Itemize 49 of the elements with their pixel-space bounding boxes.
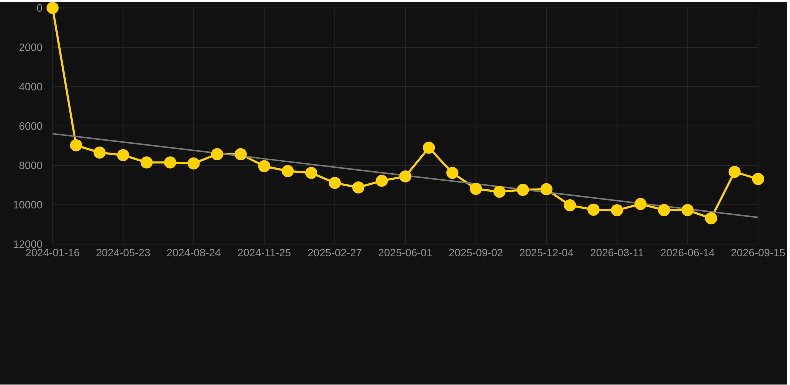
point xyxy=(188,158,200,170)
x-tick-label: 2026-03-11 xyxy=(591,249,644,257)
point xyxy=(540,183,553,196)
y-tick-label: 0 xyxy=(37,4,42,12)
point xyxy=(352,182,365,194)
y-tick-label: 2000 xyxy=(20,44,42,52)
point xyxy=(705,212,718,225)
x-tick-label: 2025-02-27 xyxy=(308,249,362,257)
point xyxy=(258,160,271,173)
y-tick-label: 4000 xyxy=(19,83,42,91)
point xyxy=(282,165,294,178)
point xyxy=(494,186,506,198)
point xyxy=(517,184,530,196)
point xyxy=(164,156,176,169)
point xyxy=(94,146,106,159)
x-tick-label: 2025-06-01 xyxy=(378,249,432,257)
point xyxy=(211,148,224,161)
x-tick-label: 2025-09-02 xyxy=(450,249,503,257)
x-tick-label: 2026-06-14 xyxy=(661,249,715,257)
x-tick-label: 2024-11-25 xyxy=(238,249,291,257)
point xyxy=(234,148,248,161)
x-tick-label: 2024-05-23 xyxy=(96,249,150,257)
point xyxy=(588,204,600,216)
point xyxy=(446,167,459,180)
point xyxy=(329,177,342,190)
y-tick-label: 10000 xyxy=(14,201,42,209)
y-tick-label: 6000 xyxy=(20,122,42,130)
y-tick-label: 12000 xyxy=(14,240,42,248)
point xyxy=(682,204,694,216)
point xyxy=(305,167,318,180)
point xyxy=(752,173,764,186)
point xyxy=(564,200,576,212)
x-tick-label: 2025-12-04 xyxy=(520,249,574,257)
point xyxy=(46,2,59,14)
point xyxy=(634,198,647,210)
x-tick-label: 2026-09-15 xyxy=(732,249,786,257)
point xyxy=(140,156,153,169)
point xyxy=(117,149,130,162)
point xyxy=(658,204,670,216)
point xyxy=(611,204,624,217)
x-tick-label: 2024-01-16 xyxy=(26,249,80,257)
x-tick-label: 2024-08-24 xyxy=(167,249,221,257)
point xyxy=(400,170,412,183)
point xyxy=(423,142,436,154)
point xyxy=(728,166,741,178)
point xyxy=(70,140,82,152)
point xyxy=(470,183,482,196)
point xyxy=(376,175,388,188)
y-tick-label: 8000 xyxy=(20,162,42,170)
